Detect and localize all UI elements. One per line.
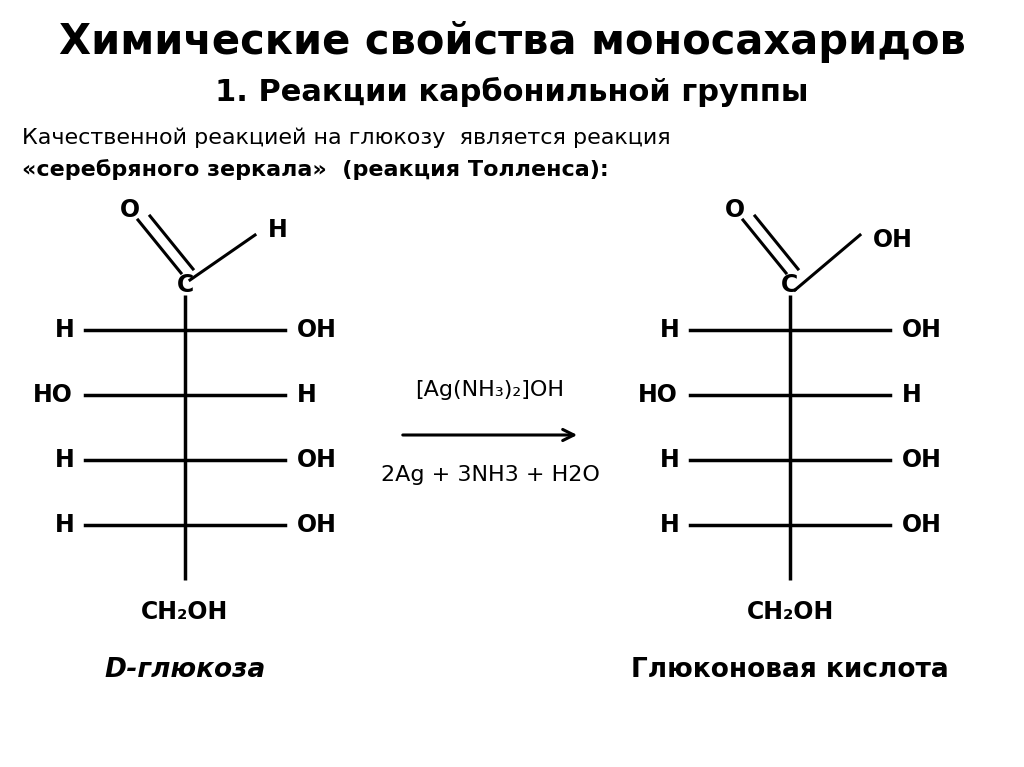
- Text: «серебряного зеркала»  (реакция Толленса):: «серебряного зеркала» (реакция Толленса)…: [22, 160, 608, 180]
- Text: CH₂OH: CH₂OH: [141, 600, 228, 624]
- Text: H: H: [55, 318, 75, 342]
- Text: OH: OH: [297, 513, 337, 537]
- Text: 1. Реакции карбонильной группы: 1. Реакции карбонильной группы: [215, 77, 809, 107]
- Text: O: O: [120, 198, 140, 222]
- Text: H: H: [268, 218, 288, 242]
- Text: [Ag(NH₃)₂]OH: [Ag(NH₃)₂]OH: [416, 380, 564, 400]
- Text: H: H: [55, 448, 75, 472]
- Text: Химические свойства моносахаридов: Химические свойства моносахаридов: [58, 21, 966, 63]
- Text: OH: OH: [902, 318, 942, 342]
- Text: O: O: [725, 198, 745, 222]
- Text: D-глюкоза: D-глюкоза: [104, 657, 265, 683]
- Text: OH: OH: [902, 513, 942, 537]
- Text: H: H: [660, 448, 680, 472]
- Text: H: H: [297, 383, 316, 407]
- Text: OH: OH: [297, 448, 337, 472]
- Text: Глюконовая кислота: Глюконовая кислота: [631, 657, 949, 683]
- Text: HO: HO: [33, 383, 73, 407]
- Text: C: C: [781, 273, 799, 297]
- Text: C: C: [176, 273, 194, 297]
- Text: OH: OH: [297, 318, 337, 342]
- Text: Качественной реакцией на глюкозу  является реакция: Качественной реакцией на глюкозу являетс…: [22, 128, 671, 148]
- Text: CH₂OH: CH₂OH: [746, 600, 834, 624]
- Text: 2Ag + 3NH3 + H2O: 2Ag + 3NH3 + H2O: [381, 465, 599, 485]
- Text: H: H: [660, 513, 680, 537]
- Text: H: H: [55, 513, 75, 537]
- Text: H: H: [902, 383, 922, 407]
- Text: OH: OH: [873, 228, 912, 252]
- Text: HO: HO: [638, 383, 678, 407]
- Text: H: H: [660, 318, 680, 342]
- Text: OH: OH: [902, 448, 942, 472]
